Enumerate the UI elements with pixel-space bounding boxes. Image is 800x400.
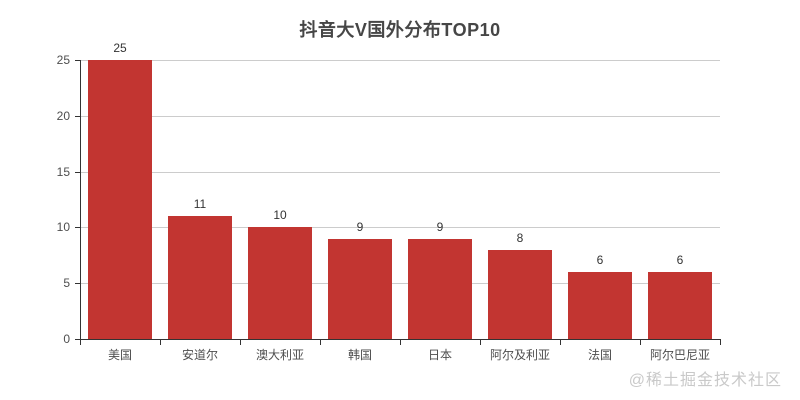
x-axis-label: 韩国 <box>347 348 372 362</box>
y-axis-tick <box>75 60 80 61</box>
gridline <box>80 116 720 117</box>
chart-title: 抖音大V国外分布TOP10 <box>299 20 501 40</box>
y-axis-tick <box>75 116 80 117</box>
x-axis-label: 美国 <box>107 348 132 362</box>
bar-value-label: 10 <box>273 208 287 222</box>
x-axis-line <box>80 339 721 340</box>
x-axis-label: 日本 <box>427 348 452 362</box>
gridline <box>80 227 720 228</box>
x-axis-tick <box>720 340 721 345</box>
x-axis-tick <box>240 340 241 345</box>
bar[interactable] <box>408 239 472 339</box>
bar-value-label: 6 <box>676 253 684 267</box>
bar[interactable] <box>248 227 312 339</box>
x-axis-label: 阿尔巴尼亚 <box>649 348 710 362</box>
y-axis-tick <box>75 172 80 173</box>
bar[interactable] <box>88 60 152 339</box>
x-axis-tick <box>640 340 641 345</box>
y-axis-label: 5 <box>63 276 70 290</box>
bar-value-label: 6 <box>596 253 604 267</box>
bar-value-label: 11 <box>193 197 207 211</box>
gridline <box>80 60 720 61</box>
x-axis-tick <box>320 340 321 345</box>
y-axis-label: 25 <box>56 53 70 67</box>
bar-value-label: 9 <box>436 220 444 234</box>
x-axis-tick <box>160 340 161 345</box>
bar[interactable] <box>168 216 232 339</box>
y-axis-line <box>80 60 81 340</box>
y-axis-label: 20 <box>56 109 70 123</box>
x-axis-tick <box>400 340 401 345</box>
bar-value-label: 25 <box>113 41 127 55</box>
x-axis-tick <box>80 340 81 345</box>
y-axis-label: 15 <box>56 165 70 179</box>
bar[interactable] <box>488 250 552 339</box>
y-axis-label: 10 <box>56 220 70 234</box>
y-axis-tick <box>75 227 80 228</box>
y-axis-tick <box>75 339 80 340</box>
gridline <box>80 283 720 284</box>
x-axis-label: 安道尔 <box>181 348 218 362</box>
y-axis-tick <box>75 283 80 284</box>
bar[interactable] <box>328 239 392 339</box>
x-axis-label: 阿尔及利亚 <box>489 348 550 362</box>
watermark: @稀土掘金技术社区 <box>628 372 782 389</box>
x-axis-label: 澳大利亚 <box>255 348 304 362</box>
x-axis-tick <box>560 340 561 345</box>
x-axis-label: 法国 <box>587 348 612 362</box>
bar-value-label: 8 <box>516 231 524 245</box>
bar[interactable] <box>568 272 632 339</box>
bar-value-label: 9 <box>356 220 364 234</box>
bar[interactable] <box>648 272 712 339</box>
y-axis-label: 0 <box>63 332 70 346</box>
gridline <box>80 172 720 173</box>
x-axis-tick <box>480 340 481 345</box>
